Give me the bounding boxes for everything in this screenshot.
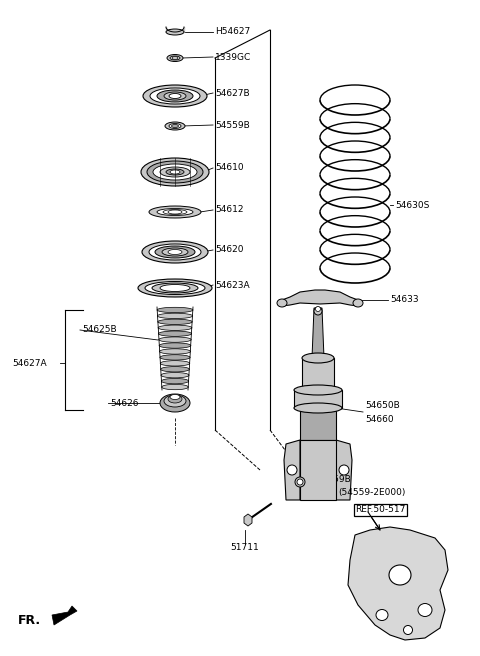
Ellipse shape [138, 279, 212, 297]
Ellipse shape [147, 161, 203, 183]
Ellipse shape [418, 604, 432, 617]
Ellipse shape [158, 325, 192, 331]
Ellipse shape [339, 465, 349, 475]
Ellipse shape [404, 626, 412, 634]
Ellipse shape [158, 319, 192, 325]
Ellipse shape [166, 29, 184, 35]
Ellipse shape [157, 307, 193, 313]
Text: (54559-2E000): (54559-2E000) [338, 489, 406, 497]
Ellipse shape [158, 331, 192, 337]
Polygon shape [284, 440, 300, 500]
Ellipse shape [353, 299, 363, 307]
Ellipse shape [157, 313, 192, 319]
Ellipse shape [168, 210, 182, 214]
Ellipse shape [302, 353, 334, 363]
Ellipse shape [143, 85, 207, 107]
Ellipse shape [161, 373, 189, 378]
Ellipse shape [164, 395, 186, 407]
Text: 54612: 54612 [215, 205, 243, 215]
Ellipse shape [160, 285, 190, 291]
Ellipse shape [160, 167, 190, 177]
Ellipse shape [294, 403, 342, 413]
Ellipse shape [170, 170, 180, 174]
Ellipse shape [163, 209, 187, 215]
Ellipse shape [142, 241, 208, 263]
Ellipse shape [170, 56, 180, 60]
Text: 54627A: 54627A [12, 358, 47, 367]
Text: 54559B: 54559B [316, 476, 351, 485]
Polygon shape [52, 606, 77, 625]
Ellipse shape [149, 206, 201, 218]
Polygon shape [348, 527, 448, 640]
Text: 54627B: 54627B [215, 89, 250, 98]
Text: 51711: 51711 [230, 543, 259, 552]
Bar [300, 440, 336, 500]
Text: 54610: 54610 [215, 163, 244, 173]
Text: 54650B: 54650B [365, 401, 400, 409]
Ellipse shape [152, 283, 198, 293]
Text: FR.: FR. [18, 613, 41, 626]
Ellipse shape [159, 343, 191, 348]
Ellipse shape [287, 465, 297, 475]
Ellipse shape [376, 609, 388, 621]
Text: 54625B: 54625B [82, 325, 117, 335]
Polygon shape [336, 440, 352, 500]
Ellipse shape [166, 169, 184, 175]
Text: 54626: 54626 [110, 398, 139, 407]
Text: 54559B: 54559B [215, 121, 250, 129]
Text: 54623A: 54623A [215, 281, 250, 289]
Polygon shape [282, 290, 358, 306]
Ellipse shape [160, 361, 190, 366]
Ellipse shape [161, 379, 189, 384]
Ellipse shape [168, 249, 182, 255]
Ellipse shape [162, 384, 188, 390]
Ellipse shape [160, 394, 190, 412]
Ellipse shape [150, 88, 200, 104]
Ellipse shape [169, 94, 181, 98]
Ellipse shape [314, 307, 322, 315]
Ellipse shape [389, 565, 411, 585]
Ellipse shape [165, 122, 185, 130]
Text: 54633: 54633 [390, 295, 419, 304]
Ellipse shape [170, 394, 180, 400]
Ellipse shape [315, 306, 321, 312]
Ellipse shape [294, 385, 342, 395]
Ellipse shape [159, 349, 191, 354]
Text: 54660: 54660 [365, 415, 394, 424]
Ellipse shape [157, 209, 193, 216]
Ellipse shape [297, 479, 303, 485]
Text: 54620: 54620 [215, 245, 243, 255]
Ellipse shape [159, 337, 191, 342]
Text: REF.50-517: REF.50-517 [355, 506, 406, 514]
Ellipse shape [153, 164, 197, 180]
Ellipse shape [141, 158, 209, 186]
Text: H54627: H54627 [215, 28, 250, 37]
Polygon shape [244, 514, 252, 526]
Ellipse shape [167, 54, 183, 62]
Ellipse shape [160, 355, 190, 360]
Ellipse shape [172, 56, 178, 60]
Polygon shape [312, 308, 324, 358]
Ellipse shape [169, 123, 181, 129]
Bar [302, 358, 334, 390]
Ellipse shape [277, 299, 287, 307]
Text: 54630S: 54630S [395, 201, 430, 209]
Bar [294, 390, 342, 408]
Ellipse shape [145, 281, 205, 295]
Ellipse shape [161, 367, 190, 372]
Ellipse shape [149, 244, 201, 260]
Ellipse shape [162, 248, 188, 256]
Bar [300, 408, 336, 440]
Ellipse shape [168, 395, 182, 403]
Text: 1339GC: 1339GC [215, 52, 251, 62]
Ellipse shape [171, 125, 179, 127]
Ellipse shape [155, 246, 195, 258]
Ellipse shape [157, 90, 193, 102]
Ellipse shape [164, 92, 186, 100]
Ellipse shape [295, 477, 305, 487]
